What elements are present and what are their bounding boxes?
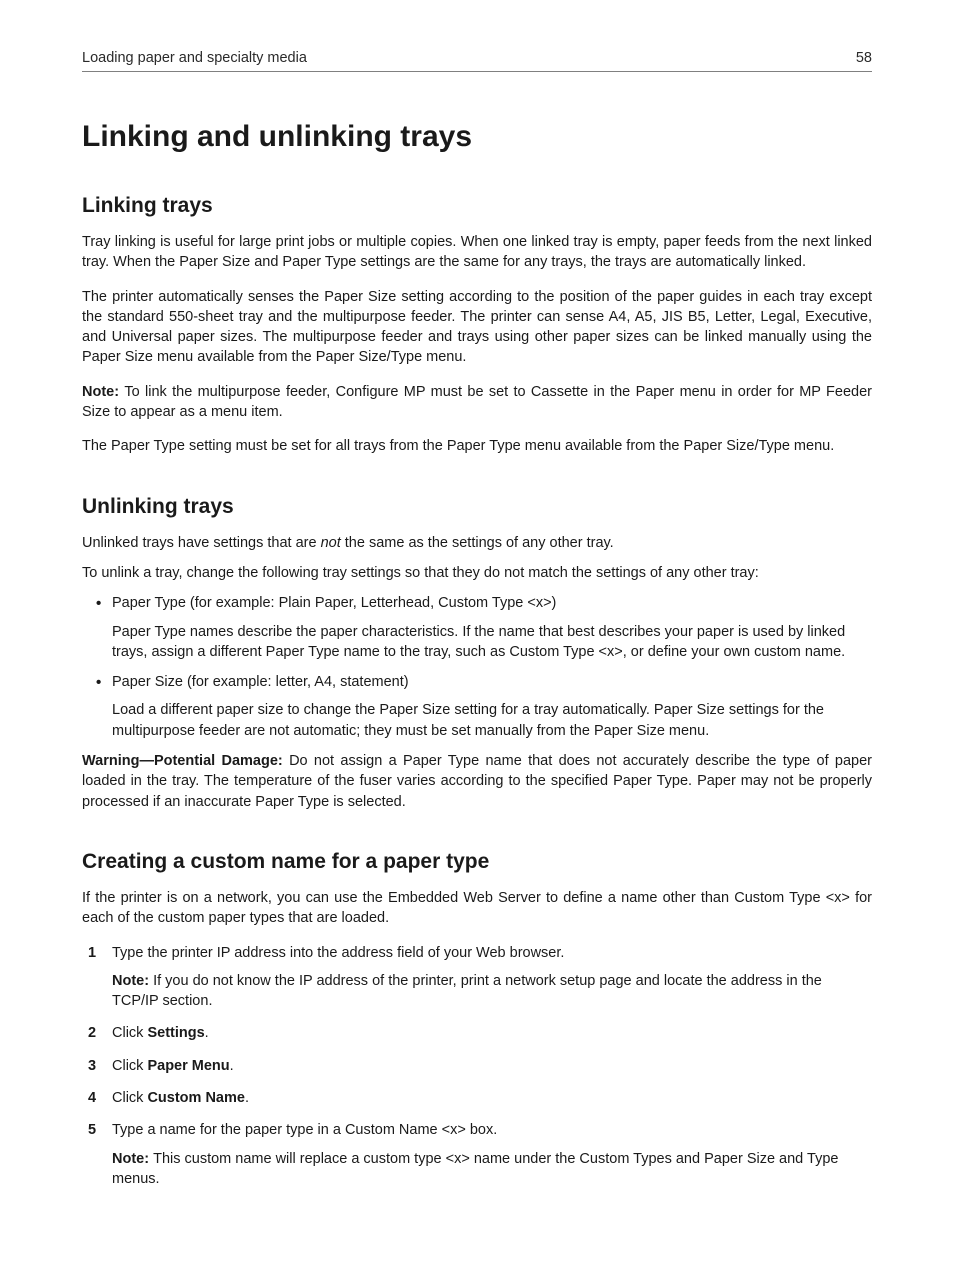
section-heading-custom: Creating a custom name for a paper type	[82, 850, 872, 874]
list-item: Paper Size (for example: letter, A4, sta…	[82, 672, 872, 741]
paragraph: Tray linking is useful for large print j…	[82, 232, 872, 273]
paragraph: To unlink a tray, change the following t…	[82, 563, 872, 583]
section-heading-unlinking: Unlinking trays	[82, 495, 872, 519]
warning-label: Warning—Potential Damage:	[82, 753, 289, 769]
warning-paragraph: Warning—Potential Damage: Do not assign …	[82, 751, 872, 812]
note-text: This custom name will replace a custom t…	[112, 1151, 838, 1187]
step-item: Click Custom Name.	[82, 1088, 872, 1108]
paragraph: The Paper Type setting must be set for a…	[82, 436, 872, 456]
document-page: Loading paper and specialty media 58 Lin…	[0, 0, 954, 1261]
list-item: Paper Type (for example: Plain Paper, Le…	[82, 593, 872, 662]
note-label: Note:	[112, 973, 153, 989]
running-title: Loading paper and specialty media	[82, 50, 307, 66]
bullet-sub: Load a different paper size to change th…	[112, 700, 872, 741]
step-text: Type the printer IP address into the add…	[112, 945, 564, 961]
step-text: Click	[112, 1058, 147, 1074]
step-item: Type a name for the paper type in a Cust…	[82, 1120, 872, 1189]
note-text: If you do not know the IP address of the…	[112, 973, 822, 1009]
step-text: .	[230, 1058, 234, 1074]
bullet-lead: Paper Size (for example: letter, A4, sta…	[112, 674, 409, 690]
step-bold: Settings	[147, 1025, 204, 1041]
note-text: To link the multipurpose feeder, Configu…	[82, 384, 872, 420]
section-heading-linking: Linking trays	[82, 194, 872, 218]
step-text: .	[245, 1090, 249, 1106]
step-text: Click	[112, 1090, 147, 1106]
step-text: Click	[112, 1025, 147, 1041]
paragraph: Unlinked trays have settings that are no…	[82, 533, 872, 553]
note-label: Note:	[82, 384, 124, 400]
bullet-lead: Paper Type (for example: Plain Paper, Le…	[112, 595, 556, 611]
note-label: Note:	[112, 1151, 153, 1167]
text: the same as the settings of any other tr…	[341, 535, 614, 551]
step-item: Click Paper Menu.	[82, 1056, 872, 1076]
step-note: Note: If you do not know the IP address …	[112, 971, 872, 1012]
step-item: Type the printer IP address into the add…	[82, 943, 872, 1012]
page-title: Linking and unlinking trays	[82, 120, 872, 154]
note-paragraph: Note: To link the multipurpose feeder, C…	[82, 382, 872, 423]
step-item: Click Settings.	[82, 1023, 872, 1043]
step-text: .	[205, 1025, 209, 1041]
paragraph: The printer automatically senses the Pap…	[82, 287, 872, 368]
step-note: Note: This custom name will replace a cu…	[112, 1149, 872, 1190]
running-header: Loading paper and specialty media 58	[82, 50, 872, 72]
page-number: 58	[856, 50, 872, 66]
numbered-steps: Type the printer IP address into the add…	[82, 943, 872, 1190]
step-bold: Paper Menu	[147, 1058, 229, 1074]
paragraph: If the printer is on a network, you can …	[82, 888, 872, 929]
step-bold: Custom Name	[147, 1090, 245, 1106]
step-text: Type a name for the paper type in a Cust…	[112, 1122, 497, 1138]
emphasis-not: not	[321, 535, 341, 551]
bullet-sub: Paper Type names describe the paper char…	[112, 622, 872, 663]
text: Unlinked trays have settings that are	[82, 535, 321, 551]
bullet-list: Paper Type (for example: Plain Paper, Le…	[82, 593, 872, 741]
